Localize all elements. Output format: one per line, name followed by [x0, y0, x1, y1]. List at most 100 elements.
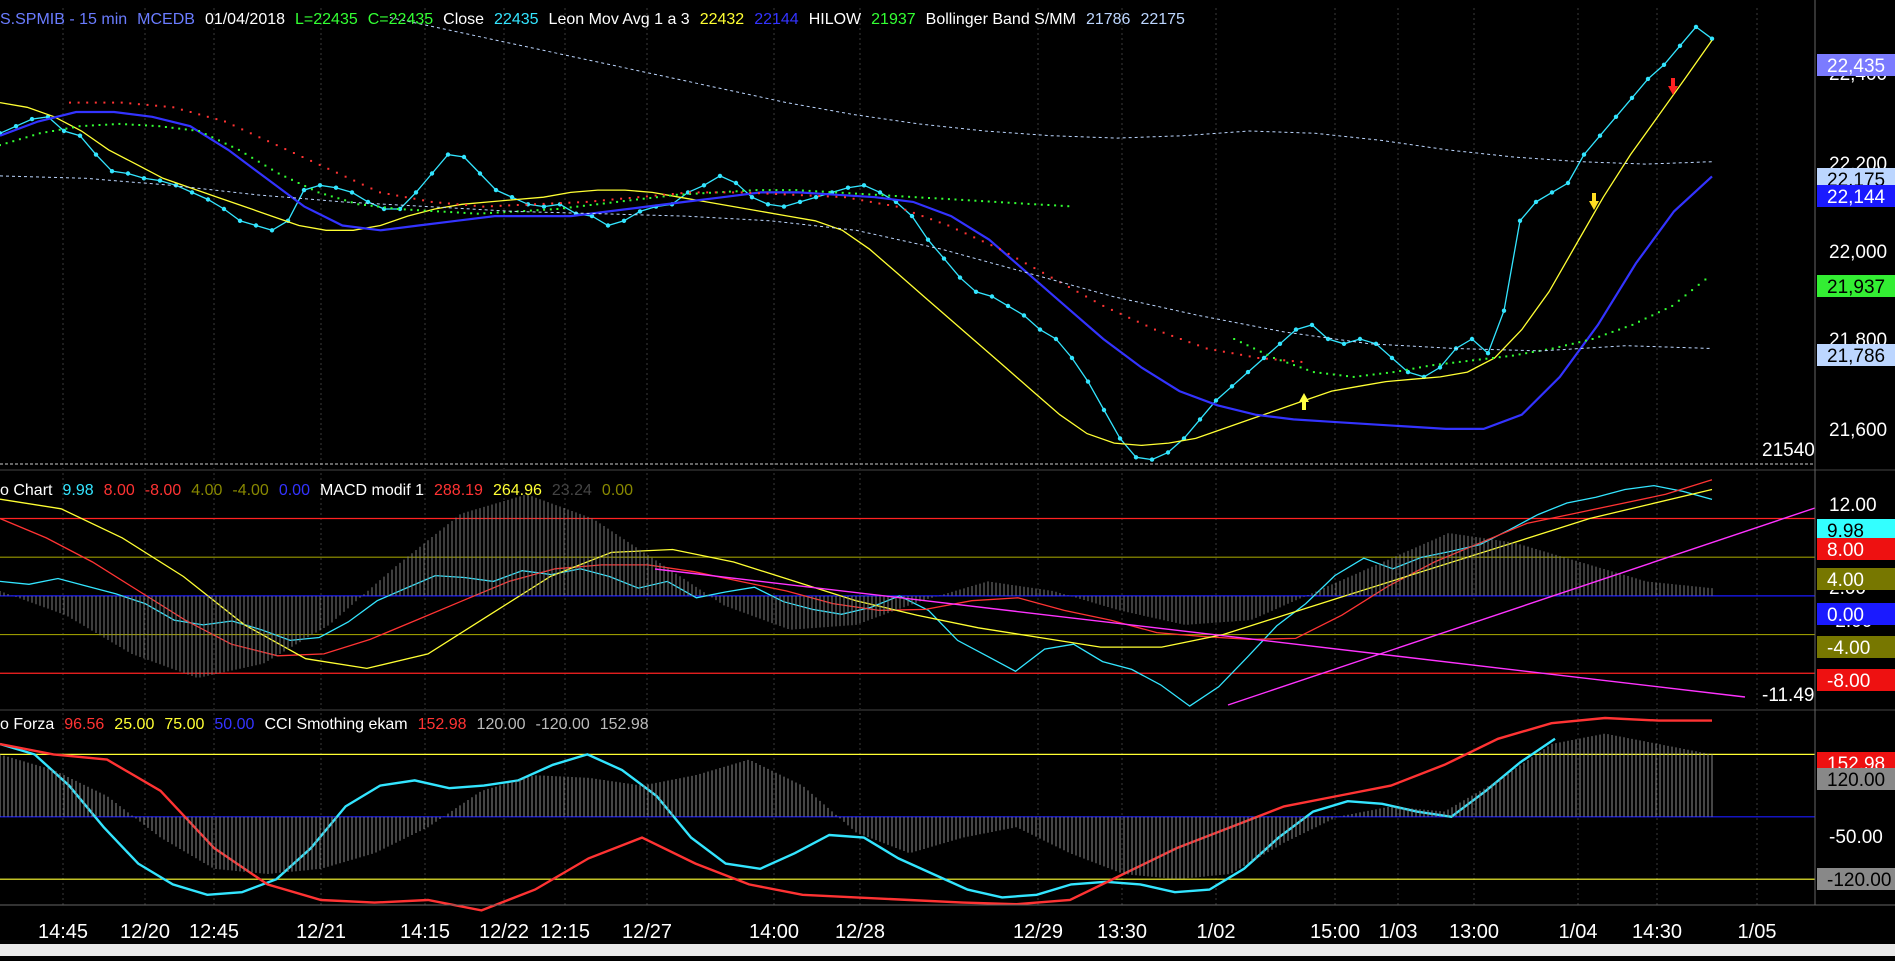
price-hilow-dot [1611, 330, 1614, 333]
price-hilow-dot [655, 196, 658, 199]
time-label: 12/22 [479, 921, 529, 943]
price-hilow-dot [65, 127, 68, 130]
price-red-dotted-ma-dot [206, 115, 209, 118]
price-hilow-dot [1007, 201, 1010, 204]
price-hilow-dot [808, 189, 811, 192]
price-red-dotted-ma-dot [499, 204, 502, 207]
price-close-point [1501, 308, 1507, 313]
price-red-dotted-ma-dot [654, 194, 657, 197]
cci-histogram-bars [0, 733, 1713, 880]
price-close-point [717, 173, 723, 179]
price-hilow-dot [941, 197, 944, 200]
price-hilow-dot [1266, 353, 1269, 356]
price-header-item: MCEDB [137, 11, 195, 28]
price-hilow-dot [237, 148, 240, 151]
price-badge-bg [1817, 344, 1895, 366]
cci-panel[interactable] [0, 716, 1815, 912]
price-close-point [637, 209, 643, 214]
price-hilow-dot [934, 197, 937, 200]
cci-forza-line [0, 716, 1712, 912]
price-hilow-dot [125, 123, 128, 126]
price-hilow-dot [151, 124, 154, 127]
price-hilow-dots [0, 122, 1707, 378]
price-hilow-dot [722, 191, 725, 193]
price-close-point [413, 190, 419, 195]
price-red-dotted-ma-dot [267, 140, 270, 143]
time-label: 12:45 [189, 921, 239, 943]
price-hilow-dot [1405, 368, 1408, 371]
price-close-point [1165, 450, 1171, 455]
price-hilow-dot [456, 211, 459, 214]
price-bollinger-upper-line [389, 17, 1713, 165]
price-close-point [1581, 152, 1587, 157]
price-red-dotted-ma-dot [1197, 344, 1200, 347]
price-header-item: L=22435 [295, 11, 358, 28]
price-hilow-dot [1571, 342, 1574, 345]
price-header-item: 01/04/2018 [205, 11, 285, 28]
price-hilow-dot [1246, 344, 1249, 347]
price-hilow-dot [1511, 354, 1514, 357]
price-hilow-dot [1425, 365, 1428, 368]
price-red-dotted-ma-dot [680, 192, 683, 195]
price-panel[interactable] [0, 17, 1715, 462]
macd-panel[interactable] [0, 479, 1816, 707]
price-hilow-dot [1671, 304, 1674, 307]
price-red-dotted-ma-dot [921, 215, 924, 218]
price-hilow-dot [0, 144, 1, 147]
price-hilow-dot [1438, 363, 1441, 366]
price-hilow-dot [689, 193, 692, 195]
price-red-dotted-ma-dot [1291, 360, 1294, 363]
price-close-point [1325, 336, 1331, 342]
price-red-dotted-ma-dot [800, 194, 803, 197]
price-hilow-dot [967, 199, 970, 202]
price-red-dotted-ma-dot [258, 136, 261, 139]
price-hilow-dot [25, 136, 28, 139]
price-red-dotted-ma-dot [689, 191, 691, 194]
price-hilow-dot [1432, 364, 1435, 367]
price-red-dotted-ma-dot [1042, 271, 1045, 274]
price-hilow-dot [1624, 326, 1627, 329]
price-hilow-dot [291, 178, 293, 181]
price-red-dotted-ma-dot [1231, 352, 1234, 355]
price-hilow-dot [251, 156, 254, 159]
price-hilow-dot [748, 189, 751, 192]
price-red-dotted-ma-dot [1024, 262, 1027, 265]
price-hilow-dot [556, 208, 559, 210]
price-close-point [333, 185, 339, 190]
price-badge-bg [1817, 275, 1895, 297]
price-close-point [1133, 455, 1139, 460]
price-red-dotted-ma-dot [1300, 360, 1303, 363]
price-red-dotted-ma-dot [878, 202, 881, 205]
price-min-label: 21540 [1762, 440, 1815, 461]
price-header-item: 22432 [700, 11, 745, 28]
price-red-dotted-ma-dot [275, 144, 278, 147]
price-hilow-dot [1578, 341, 1581, 344]
time-label: 13:00 [1449, 921, 1499, 943]
price-red-dotted-ma-dot [473, 204, 476, 207]
price-red-dotted-ma-dot [1248, 355, 1251, 358]
price-hilow-dot [868, 193, 871, 196]
cci-header-item: -120.00 [535, 716, 589, 733]
cci-badge-label: -120.00 [1827, 870, 1891, 891]
time-label: 1/04 [1559, 921, 1598, 943]
price-red-dotted-ma-dot [370, 187, 373, 190]
price-hilow-dot [271, 168, 274, 171]
price-hilow-dot [1014, 202, 1017, 205]
price-close-point [1389, 355, 1395, 361]
price-close-point [61, 128, 67, 134]
price-close-point [125, 171, 131, 176]
price-close-point [1069, 355, 1075, 361]
price-close-point [317, 183, 323, 188]
price-hilow-dot [1365, 374, 1368, 377]
price-close-point [173, 183, 179, 188]
price-hilow-dot [1054, 204, 1057, 207]
price-bollinger-lower-line [0, 175, 1713, 352]
price-hilow-dot [1478, 358, 1481, 361]
price-hilow-dot [1651, 314, 1654, 317]
price-close-point [189, 190, 195, 195]
price-badge-label: 21,937 [1827, 277, 1885, 298]
price-hilow-dot [131, 123, 134, 126]
time-label: 1/02 [1197, 921, 1236, 943]
